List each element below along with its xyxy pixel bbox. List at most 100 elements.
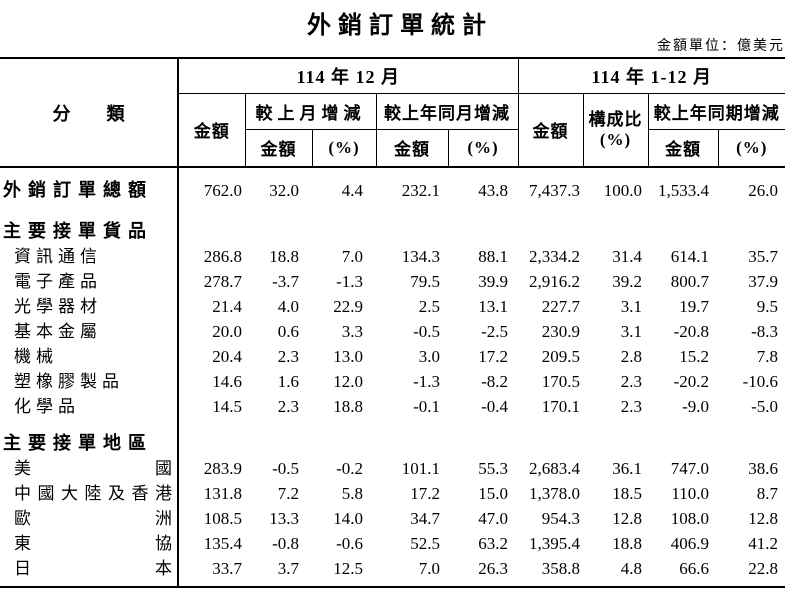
cell: 1,533.4 xyxy=(658,181,710,200)
cell: 1,395.4 xyxy=(529,534,581,553)
cell xyxy=(648,207,718,244)
table-row: 資訊通信 286.8 18.8 7.0 134.3 88.1 2,334.2 3… xyxy=(0,244,785,269)
row-label-cell: 外銷訂單總額 xyxy=(0,167,179,207)
cell: 37.9 xyxy=(748,272,779,291)
cell: 17.2 xyxy=(410,484,440,503)
cell: 13.1 xyxy=(478,297,509,316)
row-label: 日本 xyxy=(14,559,172,578)
cell: -1.3 xyxy=(336,272,363,291)
table-body: 外銷訂單總額 762.0 32.0 4.4 232.1 43.8 7,437.3… xyxy=(0,167,785,587)
table-row-total: 外銷訂單總額 762.0 32.0 4.4 232.1 43.8 7,437.3… xyxy=(0,167,785,207)
cell xyxy=(245,207,312,244)
row-label: 機械 xyxy=(14,347,58,366)
cell: 7.0 xyxy=(418,559,440,578)
cell: 66.6 xyxy=(679,559,710,578)
cell: 34.7 xyxy=(410,509,440,528)
cell: 135.4 xyxy=(203,534,242,553)
cell: 22.8 xyxy=(748,559,779,578)
cell: -0.5 xyxy=(413,322,440,341)
cell: 12.0 xyxy=(333,372,363,391)
cell: 101.1 xyxy=(401,459,440,478)
cell: 108.5 xyxy=(203,509,242,528)
cell: -5.0 xyxy=(751,397,779,416)
cell xyxy=(178,207,245,244)
cell: 12.8 xyxy=(748,509,779,528)
row-label-cell: 光學器材 xyxy=(0,294,179,319)
header-mom-amount: 金額 xyxy=(245,129,313,168)
cell: 21.4 xyxy=(212,297,242,316)
header-period-cumulative: 114 年 1-12 月 xyxy=(518,58,786,94)
row-label-cell: 主要接單貨品 xyxy=(0,207,179,244)
cell xyxy=(583,419,648,456)
cell xyxy=(312,419,376,456)
cell xyxy=(376,207,448,244)
cell: 0.6 xyxy=(277,322,299,341)
cell: 17.2 xyxy=(478,347,509,366)
cell: 7.0 xyxy=(341,247,363,266)
cell: 2.3 xyxy=(620,372,643,391)
cell: 800.7 xyxy=(670,272,710,291)
cell: 108.0 xyxy=(670,509,710,528)
cell: 7.8 xyxy=(756,347,779,366)
cell xyxy=(718,419,785,456)
header-amount-cumulative: 金額 xyxy=(518,93,584,168)
row-label: 塑橡膠製品 xyxy=(14,372,124,391)
cell: 20.0 xyxy=(212,322,242,341)
cell: 283.9 xyxy=(203,459,242,478)
cell: 3.1 xyxy=(620,297,643,316)
row-label-cell: 化學品 xyxy=(0,394,179,419)
cell: 3.1 xyxy=(620,322,643,341)
cell: 3.0 xyxy=(418,347,440,366)
cell: 18.8 xyxy=(333,397,363,416)
cell: 14.5 xyxy=(212,397,242,416)
row-label-cell: 資訊通信 xyxy=(0,244,179,269)
cell: 43.8 xyxy=(478,181,509,200)
row-label-cell: 中國大陸及香港 xyxy=(0,481,179,506)
cell: 18.8 xyxy=(612,534,643,553)
header-yoy-month-pct: (%) xyxy=(448,129,519,168)
row-label-cell: 基本金屬 xyxy=(0,319,179,344)
cell: -0.8 xyxy=(272,534,299,553)
row-label: 主要接單貨品 xyxy=(3,221,153,241)
cell: 18.5 xyxy=(612,484,643,503)
cell: -9.0 xyxy=(682,397,710,416)
cell: 3.3 xyxy=(341,322,363,341)
cell: 63.2 xyxy=(478,534,509,553)
cell: 2.3 xyxy=(620,397,643,416)
cell: 39.9 xyxy=(478,272,509,291)
table-row: 塑橡膠製品 14.6 1.6 12.0 -1.3 -8.2 170.5 2.3 … xyxy=(0,369,785,394)
cell: 52.5 xyxy=(410,534,440,553)
row-label: 中國大陸及香港 xyxy=(14,484,172,503)
row-label: 歐洲 xyxy=(14,509,172,528)
row-label-cell: 美國 xyxy=(0,456,179,481)
cell: 26.0 xyxy=(748,181,779,200)
cell xyxy=(312,207,376,244)
cell: -20.8 xyxy=(673,322,710,341)
header-row-groups: 分 類 114 年 12 月 114 年 1-12 月 xyxy=(0,58,786,168)
header-row-measures: 金額 較上月增減 較上年同月增減 金額 構成比 (%) 較上年同期增減 xyxy=(0,93,786,168)
cell: -3.7 xyxy=(272,272,299,291)
row-label-cell: 東協 xyxy=(0,531,179,556)
cell: -10.6 xyxy=(742,372,779,391)
cell: -0.2 xyxy=(336,459,363,478)
row-label-cell: 塑橡膠製品 xyxy=(0,369,179,394)
cell: 38.6 xyxy=(748,459,779,478)
cell: 614.1 xyxy=(670,247,710,266)
header-mom-pct: (%) xyxy=(312,129,377,168)
table-row: 東協 135.4 -0.8 -0.6 52.5 63.2 1,395.4 18.… xyxy=(0,531,785,556)
cell: 79.5 xyxy=(410,272,440,291)
cell: 2,916.2 xyxy=(529,272,581,291)
cell: 286.8 xyxy=(203,247,242,266)
cell: 13.0 xyxy=(333,347,363,366)
cell: 209.5 xyxy=(541,347,581,366)
cell: 230.9 xyxy=(541,322,581,341)
cell: 406.9 xyxy=(670,534,710,553)
header-mom-change: 較上月增減 xyxy=(245,93,377,130)
cell: 747.0 xyxy=(670,459,710,478)
row-label: 電子產品 xyxy=(14,272,102,291)
cell: 7.2 xyxy=(277,484,299,503)
cell: 100.0 xyxy=(603,181,643,200)
cell: 19.7 xyxy=(679,297,710,316)
cell xyxy=(448,419,518,456)
